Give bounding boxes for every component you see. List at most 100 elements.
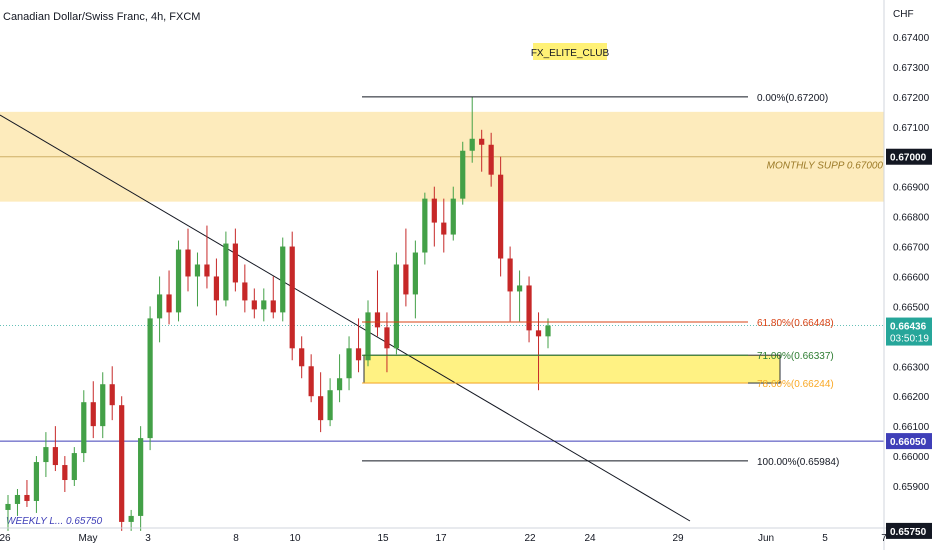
candle-body[interactable] — [318, 396, 324, 421]
candle-body[interactable] — [450, 198, 456, 235]
candle-body[interactable] — [270, 300, 276, 313]
axis-price-badge — [886, 148, 932, 165]
candle-body[interactable] — [5, 503, 11, 510]
candle-body[interactable] — [460, 150, 466, 199]
x-tick-label: 7 — [881, 533, 887, 544]
candle-body[interactable] — [62, 465, 68, 481]
candle-body[interactable] — [308, 366, 314, 397]
x-tick-label: 17 — [435, 533, 447, 544]
y-tick-label: 0.66700 — [893, 243, 930, 254]
candle-body[interactable] — [280, 246, 286, 313]
candle-body[interactable] — [441, 222, 447, 235]
y-tick-label: 0.65900 — [893, 482, 930, 493]
candle-body[interactable] — [71, 453, 77, 481]
candle-body[interactable] — [156, 294, 163, 319]
y-tick-label: 0.67200 — [893, 93, 930, 104]
x-tick-label: 10 — [289, 533, 301, 544]
candle-body[interactable] — [43, 447, 49, 463]
candle-body[interactable] — [393, 264, 400, 349]
candle-body[interactable] — [166, 294, 172, 313]
y-tick-label: 0.67300 — [893, 63, 930, 74]
monthly-support-label: MONTHLY SUPP 0.67000 — [767, 161, 884, 172]
candle-body[interactable] — [223, 243, 229, 301]
candle-body[interactable] — [213, 276, 220, 301]
y-tick-label: 0.67100 — [893, 123, 930, 134]
candle-body[interactable] — [431, 198, 437, 223]
candle-body[interactable] — [100, 384, 106, 427]
candle-body[interactable] — [194, 264, 201, 277]
candle-body[interactable] — [488, 144, 494, 175]
y-tick-label: 0.66200 — [893, 392, 930, 403]
candle-body[interactable] — [336, 378, 343, 391]
x-tick-label: Jun — [758, 533, 774, 544]
candle-body[interactable] — [355, 348, 362, 361]
axis-price-badge — [886, 522, 932, 539]
candle-body[interactable] — [516, 285, 523, 292]
candle-body[interactable] — [138, 438, 144, 516]
candle-body[interactable] — [346, 348, 352, 379]
candle-body[interactable] — [128, 515, 134, 522]
axis-price-badge — [886, 433, 932, 450]
x-tick-label: 26 — [0, 533, 11, 544]
candle-body[interactable] — [545, 325, 551, 337]
x-tick-label: 22 — [524, 533, 536, 544]
x-tick-label: 5 — [822, 533, 828, 544]
x-tick-label: May — [79, 533, 98, 544]
candle-body[interactable] — [535, 330, 542, 337]
candle-body[interactable] — [498, 174, 504, 259]
candle-body[interactable] — [403, 264, 409, 295]
candle-body[interactable] — [412, 252, 418, 295]
candle-body[interactable] — [365, 312, 371, 361]
y-tick-label: 0.66100 — [893, 422, 930, 433]
fib-level-label: 71.00%(0.66337) — [757, 351, 834, 362]
candle-body[interactable] — [24, 494, 30, 501]
x-tick-label: 3 — [145, 533, 151, 544]
zones-layer: MONTHLY SUPP 0.67000 — [0, 111, 884, 384]
candle-body[interactable] — [33, 462, 40, 501]
candle-body[interactable] — [204, 264, 210, 277]
axis-price-badge — [886, 317, 932, 346]
y-tick-label: 0.66000 — [893, 452, 930, 463]
x-tick-label: 15 — [377, 533, 389, 544]
candle-body[interactable] — [175, 249, 182, 313]
candle-body[interactable] — [14, 494, 21, 504]
fibonacci-layer: 0.00%(0.67200) 61.80%(0.66448) 71.00%(0.66… — [362, 93, 839, 468]
candle-body[interactable] — [109, 384, 115, 406]
candle-body[interactable] — [242, 282, 248, 301]
y-tick-label: 0.66300 — [893, 362, 930, 373]
fib-level-label: 78.60%(0.66244) — [757, 379, 834, 390]
candle-body[interactable] — [261, 300, 267, 310]
y-tick-label: 0.66500 — [893, 302, 930, 313]
trendline — [0, 114, 691, 522]
candle-body[interactable] — [81, 402, 87, 454]
x-tick-label: 8 — [233, 533, 239, 544]
axis-price-badge-label: 0.66436 — [890, 322, 927, 333]
candle-body[interactable] — [232, 243, 238, 283]
fib-level-label: 0.00%(0.67200) — [757, 93, 828, 104]
axis-price-badge-label: 0.66050 — [890, 437, 927, 448]
candle-body[interactable] — [422, 198, 428, 253]
candle-body[interactable] — [299, 348, 305, 367]
candle-body[interactable] — [90, 402, 96, 427]
candle-body[interactable] — [526, 285, 532, 331]
candle-body[interactable] — [384, 327, 390, 349]
y-tick-label: 0.67400 — [893, 33, 930, 44]
axis-price-badge-label: 0.67000 — [890, 153, 927, 164]
candle-body[interactable] — [185, 249, 191, 277]
candle-body[interactable] — [147, 318, 153, 439]
candle-body[interactable] — [469, 138, 475, 151]
axis-price-badge-label: 0.65750 — [890, 527, 927, 538]
candle-body[interactable] — [251, 300, 257, 310]
candle-body[interactable] — [52, 447, 58, 466]
candle-body[interactable] — [507, 258, 513, 292]
x-tick-label: 29 — [672, 533, 684, 544]
candle-body[interactable] — [374, 312, 381, 328]
candle-body[interactable] — [479, 138, 485, 145]
candle-body[interactable] — [119, 405, 125, 522]
candle-body[interactable] — [327, 390, 333, 421]
candle-body[interactable] — [289, 246, 295, 349]
fib-level-label: 61.80%(0.66448) — [757, 318, 834, 329]
